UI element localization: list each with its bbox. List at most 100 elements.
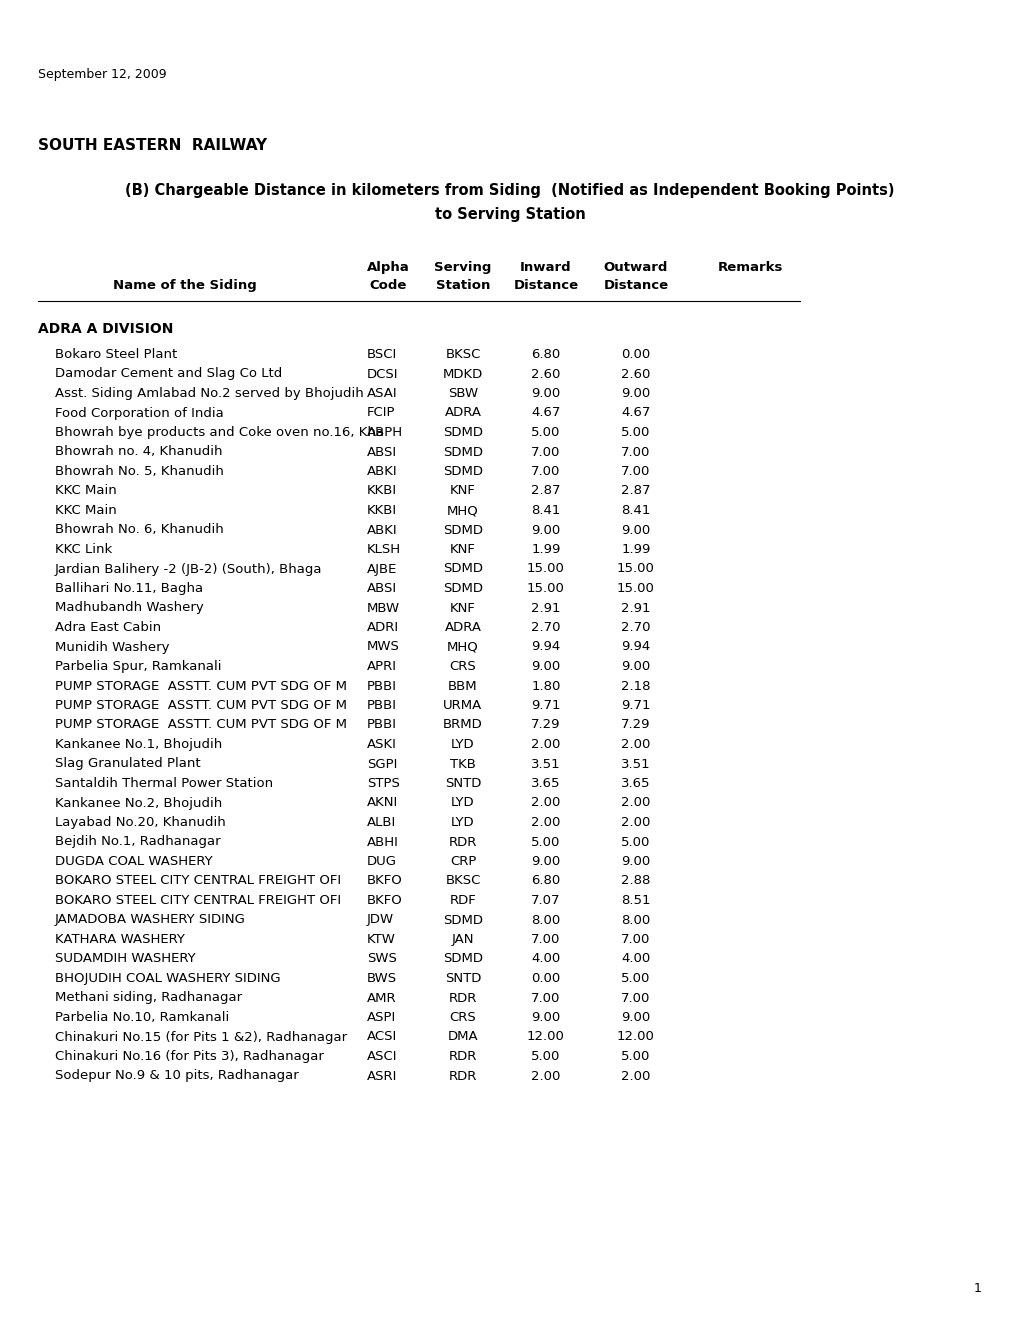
Text: 8.00: 8.00	[621, 913, 650, 927]
Text: 1.99: 1.99	[531, 543, 560, 556]
Text: KNF: KNF	[449, 543, 476, 556]
Text: Sodepur No.9 & 10 pits, Radhanagar: Sodepur No.9 & 10 pits, Radhanagar	[55, 1069, 299, 1082]
Text: BSCI: BSCI	[367, 348, 396, 360]
Text: KKC Link: KKC Link	[55, 543, 112, 556]
Text: KKC Main: KKC Main	[55, 504, 116, 517]
Text: AJBE: AJBE	[367, 562, 397, 576]
Text: MDKD: MDKD	[442, 367, 483, 380]
Text: to Serving Station: to Serving Station	[434, 207, 585, 222]
Text: 5.00: 5.00	[621, 836, 650, 849]
Text: ABPH: ABPH	[367, 426, 403, 440]
Text: 5.00: 5.00	[621, 1049, 650, 1063]
Text: 7.00: 7.00	[531, 933, 560, 946]
Text: Ballihari No.11, Bagha: Ballihari No.11, Bagha	[55, 582, 203, 595]
Text: 7.07: 7.07	[531, 894, 560, 907]
Text: Bhowrah bye products and Coke oven no.16, Kha: Bhowrah bye products and Coke oven no.16…	[55, 426, 383, 440]
Text: 7.00: 7.00	[621, 465, 650, 478]
Text: Remarks: Remarks	[716, 261, 782, 275]
Text: 2.88: 2.88	[621, 874, 650, 887]
Text: MHQ: MHQ	[446, 504, 478, 517]
Text: SDMD: SDMD	[442, 426, 483, 440]
Text: 7.29: 7.29	[621, 718, 650, 731]
Text: Bejdih No.1, Radhanagar: Bejdih No.1, Radhanagar	[55, 836, 220, 849]
Text: ABHI: ABHI	[367, 836, 398, 849]
Text: 0.00: 0.00	[531, 972, 560, 985]
Text: SDMD: SDMD	[442, 582, 483, 595]
Text: PUMP STORAGE  ASSTT. CUM PVT SDG OF M: PUMP STORAGE ASSTT. CUM PVT SDG OF M	[55, 700, 346, 711]
Text: DUG: DUG	[367, 855, 396, 869]
Text: LYD: LYD	[450, 796, 475, 809]
Text: Damodar Cement and Slag Co Ltd: Damodar Cement and Slag Co Ltd	[55, 367, 282, 380]
Text: 5.00: 5.00	[531, 426, 560, 440]
Text: BOKARO STEEL CITY CENTRAL FREIGHT OFI: BOKARO STEEL CITY CENTRAL FREIGHT OFI	[55, 874, 340, 887]
Text: 3.65: 3.65	[531, 777, 560, 789]
Text: 2.70: 2.70	[621, 620, 650, 634]
Text: KKBI: KKBI	[367, 504, 396, 517]
Text: 2.00: 2.00	[621, 738, 650, 751]
Text: PBBI: PBBI	[367, 680, 396, 693]
Text: AMR: AMR	[367, 991, 396, 1005]
Text: MBW: MBW	[367, 602, 399, 615]
Text: CRS: CRS	[449, 1011, 476, 1024]
Text: 15.00: 15.00	[616, 562, 654, 576]
Text: 2.00: 2.00	[531, 738, 560, 751]
Text: ASRI: ASRI	[367, 1069, 397, 1082]
Text: 15.00: 15.00	[616, 582, 654, 595]
Text: SGPI: SGPI	[367, 758, 397, 771]
Text: RDR: RDR	[448, 836, 477, 849]
Text: 5.00: 5.00	[621, 972, 650, 985]
Text: KNF: KNF	[449, 602, 476, 615]
Text: 8.41: 8.41	[621, 504, 650, 517]
Text: ADRA A DIVISION: ADRA A DIVISION	[38, 322, 173, 337]
Text: 3.51: 3.51	[621, 758, 650, 771]
Text: Parbelia Spur, Ramkanali: Parbelia Spur, Ramkanali	[55, 660, 221, 673]
Text: KLSH: KLSH	[367, 543, 400, 556]
Text: 7.00: 7.00	[531, 465, 560, 478]
Text: Alpha: Alpha	[366, 261, 409, 275]
Text: 2.91: 2.91	[531, 602, 560, 615]
Text: 9.00: 9.00	[621, 1011, 650, 1024]
Text: Asst. Siding Amlabad No.2 served by Bhojudih: Asst. Siding Amlabad No.2 served by Bhoj…	[55, 387, 364, 400]
Text: 9.00: 9.00	[531, 855, 560, 869]
Text: BKFO: BKFO	[367, 874, 403, 887]
Text: 12.00: 12.00	[527, 1031, 565, 1044]
Text: CRP: CRP	[449, 855, 476, 869]
Text: ASKI: ASKI	[367, 738, 396, 751]
Text: JAN: JAN	[451, 933, 474, 946]
Text: 15.00: 15.00	[527, 582, 565, 595]
Text: 5.00: 5.00	[621, 426, 650, 440]
Text: Bhowrah no. 4, Khanudih: Bhowrah no. 4, Khanudih	[55, 446, 222, 458]
Text: JAMADOBA WASHERY SIDING: JAMADOBA WASHERY SIDING	[55, 913, 246, 927]
Text: Inward: Inward	[520, 261, 572, 275]
Text: (B) Chargeable Distance in kilometers from Siding  (Notified as Independent Book: (B) Chargeable Distance in kilometers fr…	[125, 183, 894, 198]
Text: Station: Station	[435, 279, 490, 292]
Text: Bokaro Steel Plant: Bokaro Steel Plant	[55, 348, 177, 360]
Text: 2.91: 2.91	[621, 602, 650, 615]
Text: PUMP STORAGE  ASSTT. CUM PVT SDG OF M: PUMP STORAGE ASSTT. CUM PVT SDG OF M	[55, 680, 346, 693]
Text: 2.18: 2.18	[621, 680, 650, 693]
Text: RDF: RDF	[449, 894, 476, 907]
Text: 2.00: 2.00	[621, 1069, 650, 1082]
Text: 0.00: 0.00	[621, 348, 650, 360]
Text: 6.80: 6.80	[531, 874, 560, 887]
Text: PBBI: PBBI	[367, 718, 396, 731]
Text: FCIP: FCIP	[367, 407, 395, 420]
Text: BHOJUDIH COAL WASHERY SIDING: BHOJUDIH COAL WASHERY SIDING	[55, 972, 280, 985]
Text: 2.00: 2.00	[531, 1069, 560, 1082]
Text: SNTD: SNTD	[444, 777, 481, 789]
Text: 5.00: 5.00	[531, 836, 560, 849]
Text: ASPI: ASPI	[367, 1011, 395, 1024]
Text: BKFO: BKFO	[367, 894, 403, 907]
Text: Jardian Balihery -2 (JB-2) (South), Bhaga: Jardian Balihery -2 (JB-2) (South), Bhag…	[55, 562, 322, 576]
Text: Kankanee No.1, Bhojudih: Kankanee No.1, Bhojudih	[55, 738, 222, 751]
Text: 9.00: 9.00	[531, 524, 560, 536]
Text: 2.60: 2.60	[531, 367, 560, 380]
Text: BWS: BWS	[367, 972, 396, 985]
Text: 7.00: 7.00	[621, 446, 650, 458]
Text: 12.00: 12.00	[616, 1031, 654, 1044]
Text: DMA: DMA	[447, 1031, 478, 1044]
Text: SDMD: SDMD	[442, 562, 483, 576]
Text: 7.00: 7.00	[531, 991, 560, 1005]
Text: KNF: KNF	[449, 484, 476, 498]
Text: 9.71: 9.71	[621, 700, 650, 711]
